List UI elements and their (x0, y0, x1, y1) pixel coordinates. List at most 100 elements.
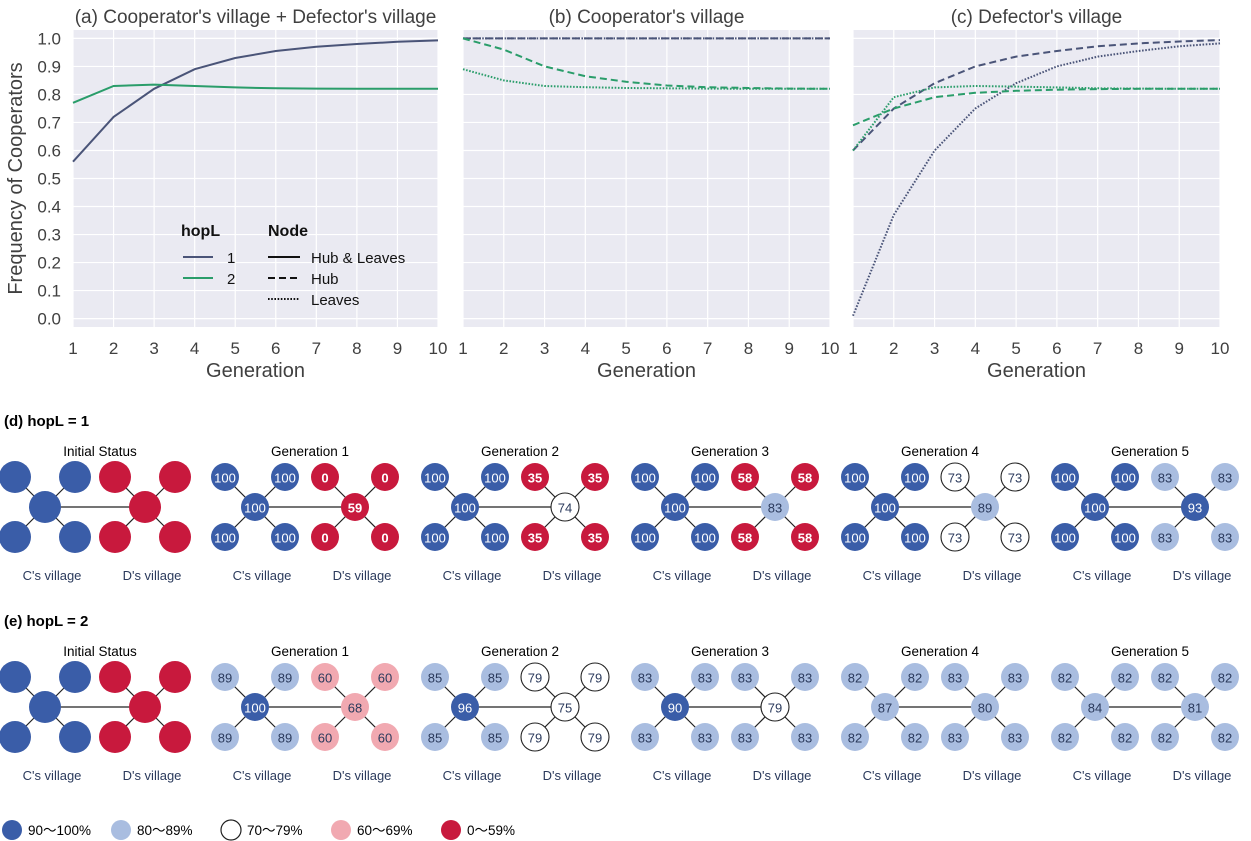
d-leaf-node-value: 60 (378, 731, 392, 746)
c-hub-node (871, 493, 899, 521)
c-leaf-node (59, 461, 91, 493)
color-bin-legend: 90〜100% 80〜89% 70〜79% 60〜69% 0〜59% (2, 819, 515, 841)
x-tick-label: 1 (458, 339, 467, 358)
c-leaf-node-value: 100 (424, 471, 446, 486)
village-label-c: C's village (653, 568, 712, 583)
network-panel-3: Generation 2 85 85 85 85 79 79 79 79 96 75 C's vill… (421, 644, 610, 783)
legend-label-hopL: 2 (227, 271, 235, 288)
legend-bin-label: 80〜89% (137, 823, 193, 838)
d-leaf-node (1151, 463, 1179, 491)
d-leaf-node-value: 0 (321, 531, 328, 546)
x-tick-label: 9 (784, 339, 793, 358)
d-hub-node (760, 692, 790, 722)
d-leaf-node (1151, 663, 1179, 691)
network-panel-1: Initial Status C's village D's village (0, 444, 191, 583)
c-hub-node-value: 100 (1084, 501, 1106, 516)
c-hub-node-value: 100 (454, 501, 476, 516)
d-leaf-node-value: 83 (738, 671, 752, 686)
d-leaf-node (1000, 462, 1030, 492)
series-line-hopL1-hub (852, 39, 1221, 152)
y-tick-label: 0.3 (37, 226, 61, 245)
network-panel-2: Generation 1 89 89 89 89 60 60 60 60 100 68 C's vil… (211, 644, 399, 783)
chart-panel-3: (c) Defector's village 1 2 3 4 5 6 7 8 9 10 Generat… (848, 7, 1229, 382)
d-leaf-node-value: 83 (948, 671, 962, 686)
c-leaf-node (481, 463, 509, 491)
d-leaf-node (521, 523, 549, 551)
c-leaf-node (421, 663, 449, 691)
y-tick-label: 0.5 (37, 170, 61, 189)
c-leaf-node-value: 100 (904, 531, 926, 546)
c-leaf-node (841, 523, 869, 551)
d-leaf-node (731, 723, 759, 751)
chart-panel-2: (b) Cooperator's village 1 2 3 4 5 6 7 8 9 10 Gener… (458, 7, 839, 382)
x-tick-label: 6 (662, 339, 671, 358)
d-leaf-node-value: 83 (1158, 531, 1172, 546)
network-panel-1: Initial Status C's village D's village (0, 644, 191, 783)
d-leaf-node (1001, 723, 1029, 751)
x-tick-label: 5 (621, 339, 630, 358)
c-leaf-node-value: 100 (634, 531, 656, 546)
c-leaf-node-value: 100 (424, 531, 446, 546)
d-hub-node-value: 80 (978, 701, 992, 716)
d-leaf-node (371, 723, 399, 751)
network-row-hopL-1: (d) hopL = 1 Initial Status C's village D's… (0, 413, 1239, 583)
legend-bin-swatch (220, 819, 242, 841)
d-leaf-node-value: 0 (321, 471, 328, 486)
legend-bin-label: 0〜59% (467, 823, 515, 838)
d-leaf-node (1211, 723, 1239, 751)
x-tick-label: 4 (190, 339, 199, 358)
c-hub-node-value: 100 (664, 501, 686, 516)
legend-bin-swatch (2, 820, 22, 840)
d-leaf-node (1151, 523, 1179, 551)
c-leaf-node (1051, 523, 1079, 551)
x-tick-label: 10 (429, 339, 448, 358)
c-leaf-node (0, 461, 31, 493)
village-label-d: D's village (123, 768, 182, 783)
c-leaf-node (481, 523, 509, 551)
c-hub-node-value: 100 (244, 701, 266, 716)
c-leaf-node-value: 100 (214, 471, 236, 486)
c-leaf-node-value: 82 (848, 731, 862, 746)
d-leaf-node (371, 523, 399, 551)
c-leaf-node-value: 82 (908, 671, 922, 686)
c-hub-node-value: 84 (1088, 701, 1102, 716)
c-leaf-node-value: 89 (218, 731, 232, 746)
generation-title: Generation 1 (271, 444, 349, 459)
d-leaf-node-value: 35 (588, 531, 602, 546)
village-label-c: C's village (1073, 568, 1132, 583)
c-leaf-node (631, 523, 659, 551)
c-leaf-node (211, 463, 239, 491)
legend-bin-label: 60〜69% (357, 823, 413, 838)
legend-label-node: Hub (311, 271, 339, 288)
c-leaf-node (901, 723, 929, 751)
d-leaf-node-value: 79 (528, 671, 542, 686)
d-hub-node (550, 692, 580, 722)
network-panel-5: Generation 4 100 100 100 100 73 73 73 73 100 89 C's… (841, 444, 1030, 583)
c-leaf-node (1111, 663, 1139, 691)
c-leaf-node (901, 463, 929, 491)
c-hub-node (241, 693, 269, 721)
d-hub-node (971, 493, 999, 521)
x-tick-label: 3 (149, 339, 158, 358)
c-leaf-node (59, 661, 91, 693)
y-tick-label: 0.7 (37, 113, 61, 132)
network-panel-3: Generation 2 100 100 100 100 35 35 35 35 100 74 C's… (421, 444, 609, 583)
c-leaf-node (1051, 663, 1079, 691)
generation-title: Generation 4 (901, 444, 980, 459)
d-leaf-node (731, 463, 759, 491)
d-hub-node (1181, 693, 1209, 721)
x-tick-label: 4 (581, 339, 590, 358)
d-hub-node-value: 68 (348, 701, 362, 716)
c-leaf-node (481, 663, 509, 691)
x-tick-label: 5 (1011, 339, 1020, 358)
d-leaf-node (159, 661, 191, 693)
network-panel-5: Generation 4 82 82 82 82 83 83 83 83 87 80 C's vill… (841, 644, 1029, 783)
row-title: (e) hopL = 2 (4, 613, 88, 630)
legend-bin-label: 90〜100% (28, 823, 91, 838)
c-hub-node (1081, 493, 1109, 521)
c-leaf-node-value: 100 (634, 471, 656, 486)
c-hub-node (871, 693, 899, 721)
generation-title: Generation 2 (481, 444, 559, 459)
d-leaf-node (311, 463, 339, 491)
d-leaf-node-value: 82 (1218, 731, 1232, 746)
